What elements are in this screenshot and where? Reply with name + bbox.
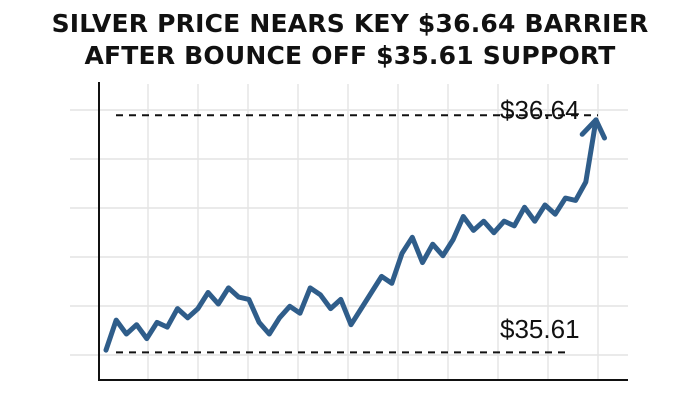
support-label: $35.61 (500, 314, 580, 344)
arrow-head-icon (579, 117, 607, 141)
grid-lines (70, 84, 628, 380)
title-line-1: SILVER PRICE NEARS KEY $36.64 BARRIER (51, 9, 649, 38)
reference-lines (116, 114, 598, 354)
resistance-label: $36.64 (500, 95, 580, 125)
chart-title: SILVER PRICE NEARS KEY $36.64 BARRIER AF… (0, 8, 700, 72)
title-line-2: AFTER BOUNCE OFF $35.61 SUPPORT (84, 41, 616, 70)
price-series (103, 117, 607, 353)
axes (98, 82, 628, 381)
reference-labels: $36.64 $35.61 (500, 95, 580, 344)
